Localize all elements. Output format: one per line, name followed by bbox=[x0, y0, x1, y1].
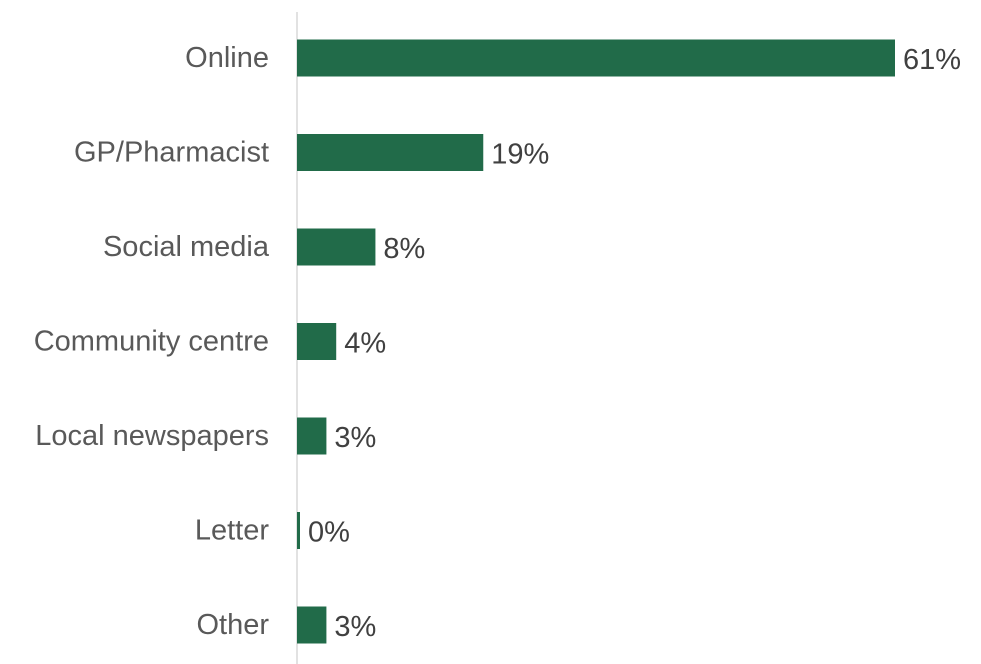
category-labels: Online GP/Pharmacist Social media Community… bbox=[34, 42, 270, 641]
category-label-letter: Letter bbox=[195, 515, 269, 547]
value-label-community-centre: 4% bbox=[344, 328, 386, 360]
category-label-community-centre: Community centre bbox=[34, 326, 269, 358]
bar-community-centre bbox=[297, 323, 337, 360]
category-label-local-newspapers: Local newspapers bbox=[35, 420, 269, 452]
value-label-social-media: 8% bbox=[383, 233, 425, 265]
category-label-other: Other bbox=[196, 609, 269, 641]
value-label-online: 61% bbox=[903, 44, 961, 76]
category-label-online: Online bbox=[185, 42, 269, 74]
bars-group bbox=[297, 39, 895, 644]
bar-other bbox=[297, 606, 327, 644]
value-label-local-newspapers: 3% bbox=[334, 422, 376, 454]
value-label-letter: 0% bbox=[308, 517, 350, 549]
category-label-gp-pharmacist: GP/Pharmacist bbox=[74, 137, 269, 169]
bar-online bbox=[297, 39, 895, 77]
bar-social-media bbox=[297, 228, 376, 266]
value-label-other: 3% bbox=[334, 611, 376, 643]
bar-letter bbox=[297, 512, 300, 549]
bar-gp-pharmacist bbox=[297, 134, 484, 171]
value-label-gp-pharmacist: 19% bbox=[491, 139, 549, 171]
value-labels: 61% 19% 8% 4% 3% 0% 3% bbox=[308, 44, 961, 643]
category-label-social-media: Social media bbox=[103, 231, 270, 263]
bar-local-newspapers bbox=[297, 417, 327, 455]
